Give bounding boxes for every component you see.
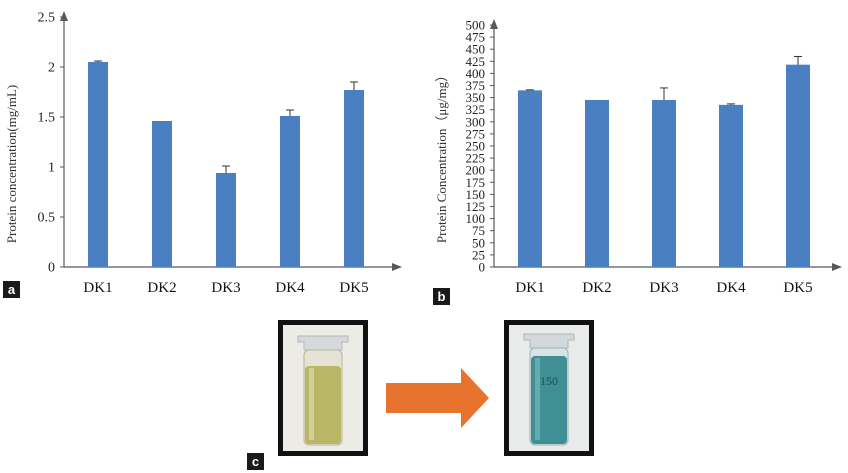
chart-b-y-tick-label: 50 [472, 235, 485, 250]
chart-a-x-tick-label: DK4 [275, 280, 305, 296]
chart-b-y-tick-label: 475 [466, 30, 486, 45]
chart-b-y-tick-label: 175 [466, 175, 486, 190]
tube-before-highlight [309, 368, 314, 440]
chart-b-y-tick-label: 0 [479, 260, 486, 275]
panel-a-label: a [3, 281, 20, 298]
chart-a-y-axis-title: Protein concentration(mg/mL) [4, 85, 19, 243]
panel-c-photos: 150 [278, 320, 594, 456]
chart-a-x-tick-label: DK1 [83, 280, 112, 296]
chart-b-x-tick-label: DK5 [783, 280, 812, 296]
chart-b-bar-dk1 [518, 90, 542, 267]
chart-b-y-tick-label: 300 [466, 114, 486, 129]
panel-a-label-box [3, 281, 20, 298]
panel-b-label-text: b [438, 289, 446, 304]
tube-photo-after: 150 [504, 320, 594, 456]
chart-b: Protein Concentration（μg/mg） 02550751001… [434, 18, 842, 296]
chart-b-y-tick-label: 275 [466, 126, 486, 141]
chart-b-y-axis-title: Protein Concentration（μg/mg） [434, 69, 449, 243]
chart-a-x-tick-label: DK2 [147, 280, 176, 296]
chart-b-y-tick-label: 25 [472, 247, 485, 262]
chart-a-y-tick-label: 2 [48, 61, 55, 76]
chart-a-y-tick-label: 2.5 [38, 11, 56, 26]
chart-b-y-tick-label: 450 [466, 42, 486, 57]
chart-a-y-axis-arrowhead [60, 11, 68, 21]
chart-b-y-tick-label: 375 [466, 78, 486, 93]
tube-after-marking: 150 [540, 374, 558, 388]
chart-b-y-tick-label: 325 [466, 102, 486, 117]
chart-a-y-tick-label: 1.5 [38, 111, 56, 126]
chart-b-x-axis-arrowhead [832, 263, 842, 271]
chart-b-y-tick-label: 400 [466, 66, 486, 81]
chart-b-y-tick-label: 200 [466, 163, 486, 178]
chart-b-bar-dk3 [652, 100, 676, 268]
chart-b-y-tick-label: 350 [466, 90, 486, 105]
panel-b-label: b [433, 288, 450, 305]
chart-a-x-tick-label: DK3 [211, 280, 240, 296]
chart-b-x-tick-label: DK3 [649, 280, 678, 296]
panel-c-label-text: c [252, 454, 259, 469]
chart-b-y-tick-label: 125 [466, 199, 486, 214]
panel-a-label-text: a [8, 282, 16, 297]
chart-a-x-axis-arrowhead [392, 263, 402, 271]
chart-b-y-tick-label: 100 [466, 211, 486, 226]
arrow-icon [386, 368, 489, 428]
chart-b-y-tick-label: 500 [466, 18, 486, 33]
chart-b-bar-dk2 [585, 100, 609, 268]
chart-b-y-tick-label: 75 [472, 223, 485, 238]
chart-a-bar-dk2 [152, 121, 172, 267]
chart-b-y-tick-label: 225 [466, 151, 486, 166]
chart-a-y-tick-label: 0.5 [38, 211, 56, 226]
chart-b-y-tick-label: 250 [466, 139, 486, 154]
tube-photo-before [278, 320, 368, 456]
chart-b-y-axis-arrowhead [490, 19, 498, 29]
chart-b-bar-dk4 [719, 104, 743, 267]
chart-a-bar-dk5 [344, 90, 364, 267]
chart-a-bar-dk4 [280, 116, 300, 267]
chart-b-bar-dk5 [786, 64, 810, 267]
chart-a-x-tick-label: DK5 [339, 280, 368, 296]
chart-a-bar-dk3 [216, 173, 236, 267]
panel-c-label-box [247, 453, 264, 470]
chart-b-y-tick-label: 425 [466, 54, 486, 69]
chart-a-bar-dk1 [88, 62, 108, 267]
chart-b-x-tick-label: DK2 [582, 280, 611, 296]
chart-a-y-tick-label: 0 [48, 261, 55, 276]
panel-c-label: c [247, 453, 264, 470]
chart-a: Protein concentration(mg/mL) 0 0.5 1 1.5 2 2.… [4, 11, 402, 296]
chart-b-x-tick-label: DK4 [716, 280, 746, 296]
chart-a-y-tick-label: 1 [48, 161, 55, 176]
chart-b-y-tick-label: 150 [466, 187, 486, 202]
tube-before-cap [297, 335, 349, 351]
chart-b-x-tick-label: DK1 [515, 280, 544, 296]
tube-after-highlight [535, 358, 540, 440]
panel-b-label-box [433, 288, 450, 305]
tube-after-cap [523, 333, 575, 349]
